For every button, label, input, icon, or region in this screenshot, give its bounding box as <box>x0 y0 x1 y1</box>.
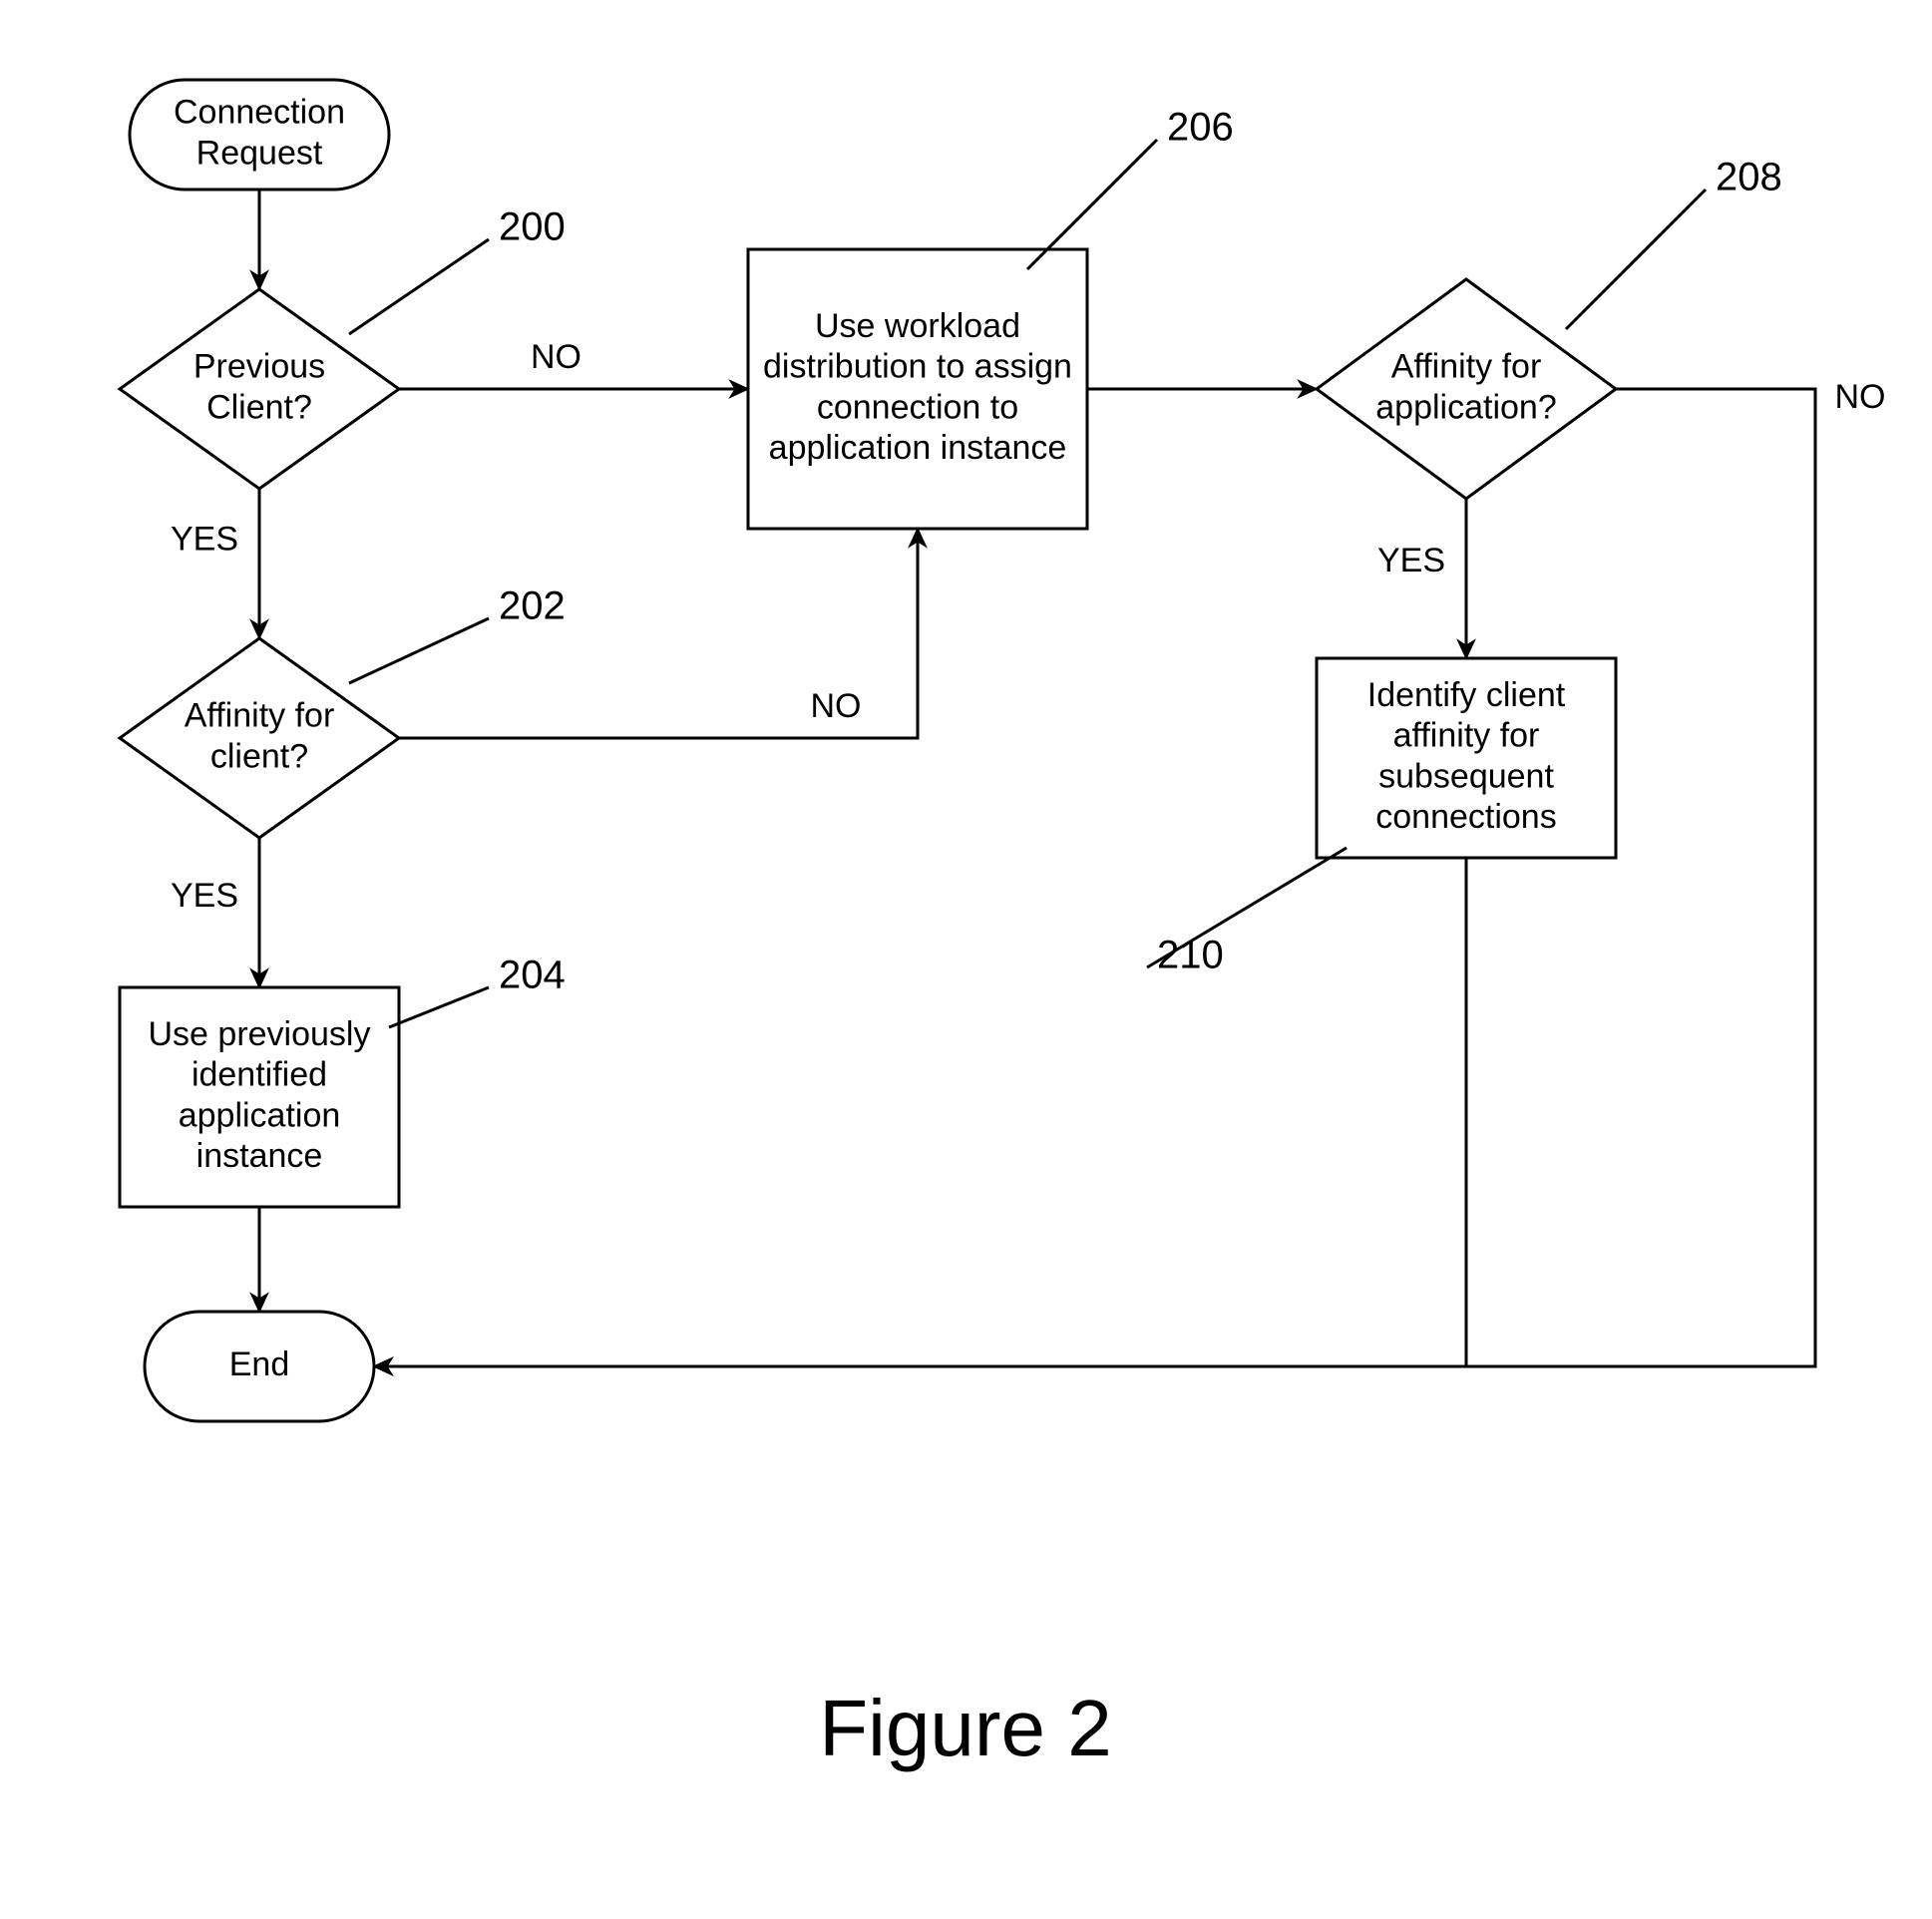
node-d200-line-1: Client? <box>206 388 312 426</box>
node-d202-line-1: client? <box>210 737 308 775</box>
node-d202-line-0: Affinity for <box>185 697 335 735</box>
figure-label: Figure 2 <box>819 1684 1111 1772</box>
node-d200-line-0: Previous <box>193 348 325 386</box>
node-p206-line-3: application instance <box>769 429 1067 467</box>
node-p210: Identify clientaffinity forsubsequentcon… <box>1317 658 1616 858</box>
node-p210-line-0: Identify client <box>1367 676 1566 714</box>
edge-label-d200-d202: YES <box>171 520 238 558</box>
node-end-line-0: End <box>229 1345 290 1383</box>
node-start-line-0: Connection <box>174 94 345 132</box>
node-start-line-1: Request <box>196 134 323 172</box>
callout-label-204: 204 <box>499 954 566 997</box>
callout-label-210: 210 <box>1157 934 1224 977</box>
node-start: ConnectionRequest <box>130 80 389 190</box>
node-p206-line-0: Use workload <box>815 307 1020 345</box>
node-end: End <box>145 1312 374 1421</box>
node-p206: Use workloaddistribution to assignconnec… <box>748 249 1087 529</box>
node-p204-line-3: instance <box>196 1137 323 1175</box>
node-d208-line-0: Affinity for <box>1391 348 1542 386</box>
callout-label-200: 200 <box>499 205 566 249</box>
node-p204-line-0: Use previously <box>149 1015 371 1053</box>
edge-label-d202-p206: NO <box>811 687 862 725</box>
callout-label-206: 206 <box>1167 106 1234 150</box>
flowchart-canvas: YES NO YES NO YES NO ConnectionRequest Previous… <box>0 0 1932 1919</box>
edge-label-d202-p204: YES <box>171 877 238 915</box>
edge-label-d208-end: NO <box>1835 378 1886 416</box>
node-p204-line-1: identified <box>192 1056 327 1094</box>
callout-label-208: 208 <box>1716 156 1782 199</box>
node-d208-line-1: application? <box>1375 388 1556 426</box>
node-p210-line-3: connections <box>1375 798 1556 836</box>
node-p206-line-1: distribution to assign <box>763 348 1072 386</box>
callout-label-202: 202 <box>499 584 566 628</box>
node-p204-line-2: application <box>179 1096 341 1134</box>
node-p210-line-2: subsequent <box>1378 757 1554 795</box>
node-p204: Use previouslyidentifiedapplicationinsta… <box>120 987 399 1207</box>
edge-label-d208-p210: YES <box>1377 542 1445 579</box>
node-p210-line-1: affinity for <box>1393 717 1540 755</box>
edge-label-d200-p206: NO <box>531 338 581 376</box>
node-p206-line-2: connection to <box>817 388 1018 426</box>
